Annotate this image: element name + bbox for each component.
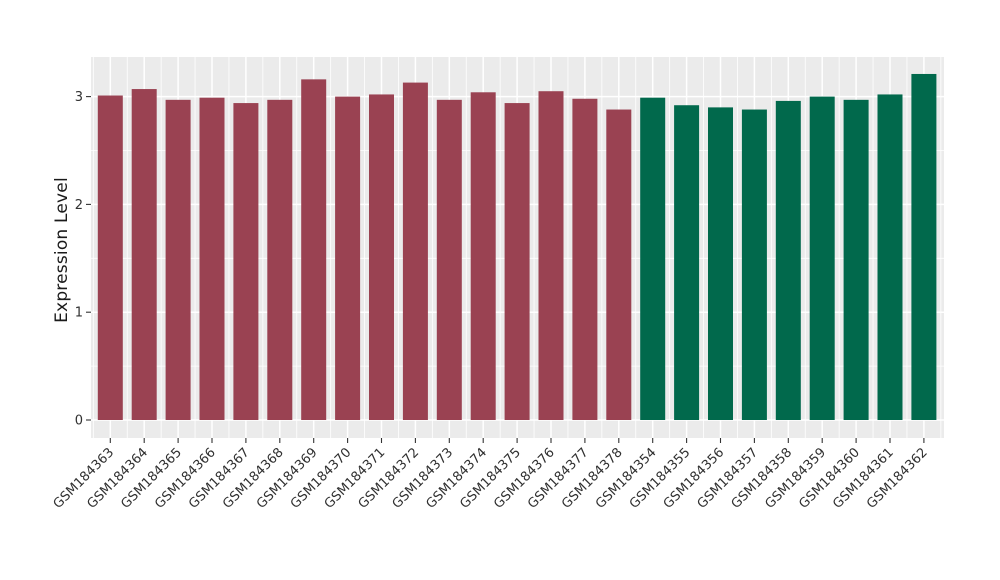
y-tick-label: 2 (75, 198, 83, 213)
bar-GSM184366 (199, 97, 225, 420)
y-tick-label: 1 (75, 306, 83, 321)
bar-GSM184378 (606, 109, 632, 420)
bar-GSM184360 (843, 99, 869, 421)
bar-GSM184365 (165, 99, 191, 421)
bar-GSM184361 (877, 94, 903, 420)
bar-GSM184377 (572, 98, 598, 421)
bar-GSM184356 (708, 107, 733, 420)
bar-GSM184363 (97, 95, 123, 420)
bar-GSM184359 (809, 96, 835, 420)
bar-GSM184355 (674, 105, 700, 420)
bar-GSM184354 (640, 97, 666, 420)
bar-GSM184358 (775, 100, 801, 421)
bar-GSM184364 (131, 89, 157, 420)
y-axis-title: Expression Level (52, 177, 72, 323)
bar-GSM184367 (233, 103, 259, 421)
bar-GSM184374 (470, 92, 496, 421)
bar-GSM184368 (267, 99, 293, 421)
y-tick-label: 0 (75, 414, 83, 429)
bar-GSM184375 (504, 103, 530, 421)
bar-GSM184373 (436, 99, 462, 421)
bar-GSM184357 (741, 109, 767, 420)
bar-GSM184370 (335, 96, 361, 420)
bar-GSM184372 (402, 82, 428, 420)
bar-GSM184371 (369, 94, 394, 420)
bar-GSM184376 (538, 91, 564, 421)
y-tick-label: 3 (75, 90, 83, 105)
bar-GSM184369 (301, 79, 327, 421)
bar-GSM184362 (911, 73, 937, 420)
